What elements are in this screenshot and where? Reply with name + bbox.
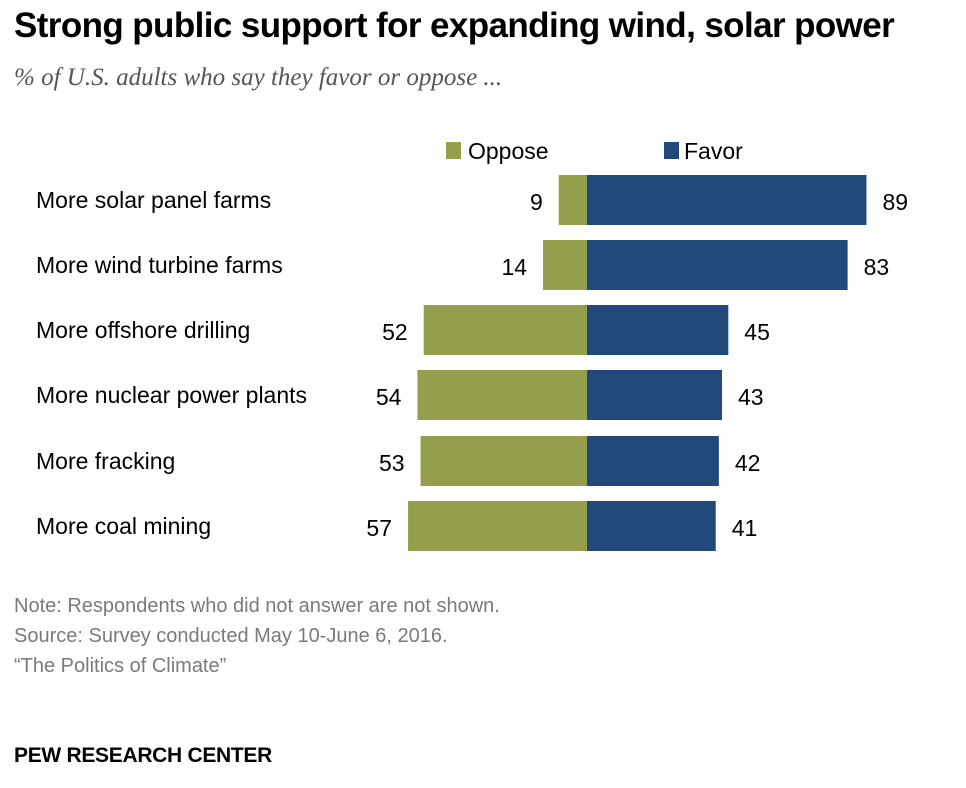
value-label-oppose: 14	[501, 254, 527, 280]
bar-favor	[587, 240, 848, 290]
bar-oppose	[408, 501, 587, 551]
value-label-oppose: 9	[530, 189, 543, 215]
bar-oppose	[543, 240, 587, 290]
value-label-favor: 45	[744, 319, 770, 345]
bar-oppose	[420, 436, 587, 486]
legend-swatch-favor	[664, 142, 679, 159]
brand-logo-text: PEW RESEARCH CENTER	[14, 744, 272, 767]
value-label-oppose: 54	[376, 384, 402, 410]
chart-report-title: “The Politics of Climate”	[14, 655, 227, 677]
value-label-oppose: 52	[382, 319, 408, 345]
value-label-favor: 83	[864, 254, 890, 280]
category-label: More wind turbine farms	[36, 252, 283, 278]
bar-favor	[587, 305, 729, 355]
value-label-favor: 89	[882, 189, 908, 215]
category-label: More fracking	[36, 448, 175, 474]
legend-label-oppose: Oppose	[468, 138, 549, 164]
bar-oppose	[558, 175, 587, 225]
value-label-oppose: 53	[379, 450, 405, 476]
category-label: More solar panel farms	[36, 187, 271, 213]
value-label-favor: 42	[735, 450, 761, 476]
legend-label-favor: Favor	[684, 138, 743, 164]
bar-oppose	[423, 305, 587, 355]
value-label-oppose: 57	[366, 515, 392, 541]
category-label: More coal mining	[36, 513, 211, 539]
chart-note: Note: Respondents who did not answer are…	[14, 595, 500, 617]
value-label-favor: 43	[738, 384, 764, 410]
chart-subtitle: % of U.S. adults who say they favor or o…	[14, 64, 503, 91]
bar-favor	[587, 175, 867, 225]
bar-favor	[587, 501, 716, 551]
legend-swatch-oppose	[446, 142, 461, 159]
bar-favor	[587, 370, 723, 420]
category-label: More nuclear power plants	[36, 382, 307, 408]
category-label: More offshore drilling	[36, 317, 250, 343]
chart-title: Strong public support for expanding wind…	[14, 6, 895, 45]
chart-area: Oppose Favor More solar panel farms 9 89 More…	[36, 138, 908, 551]
value-label-favor: 41	[732, 515, 758, 541]
bar-oppose	[417, 370, 587, 420]
chart-source: Source: Survey conducted May 10-June 6, …	[14, 625, 448, 647]
bar-favor	[587, 436, 719, 486]
